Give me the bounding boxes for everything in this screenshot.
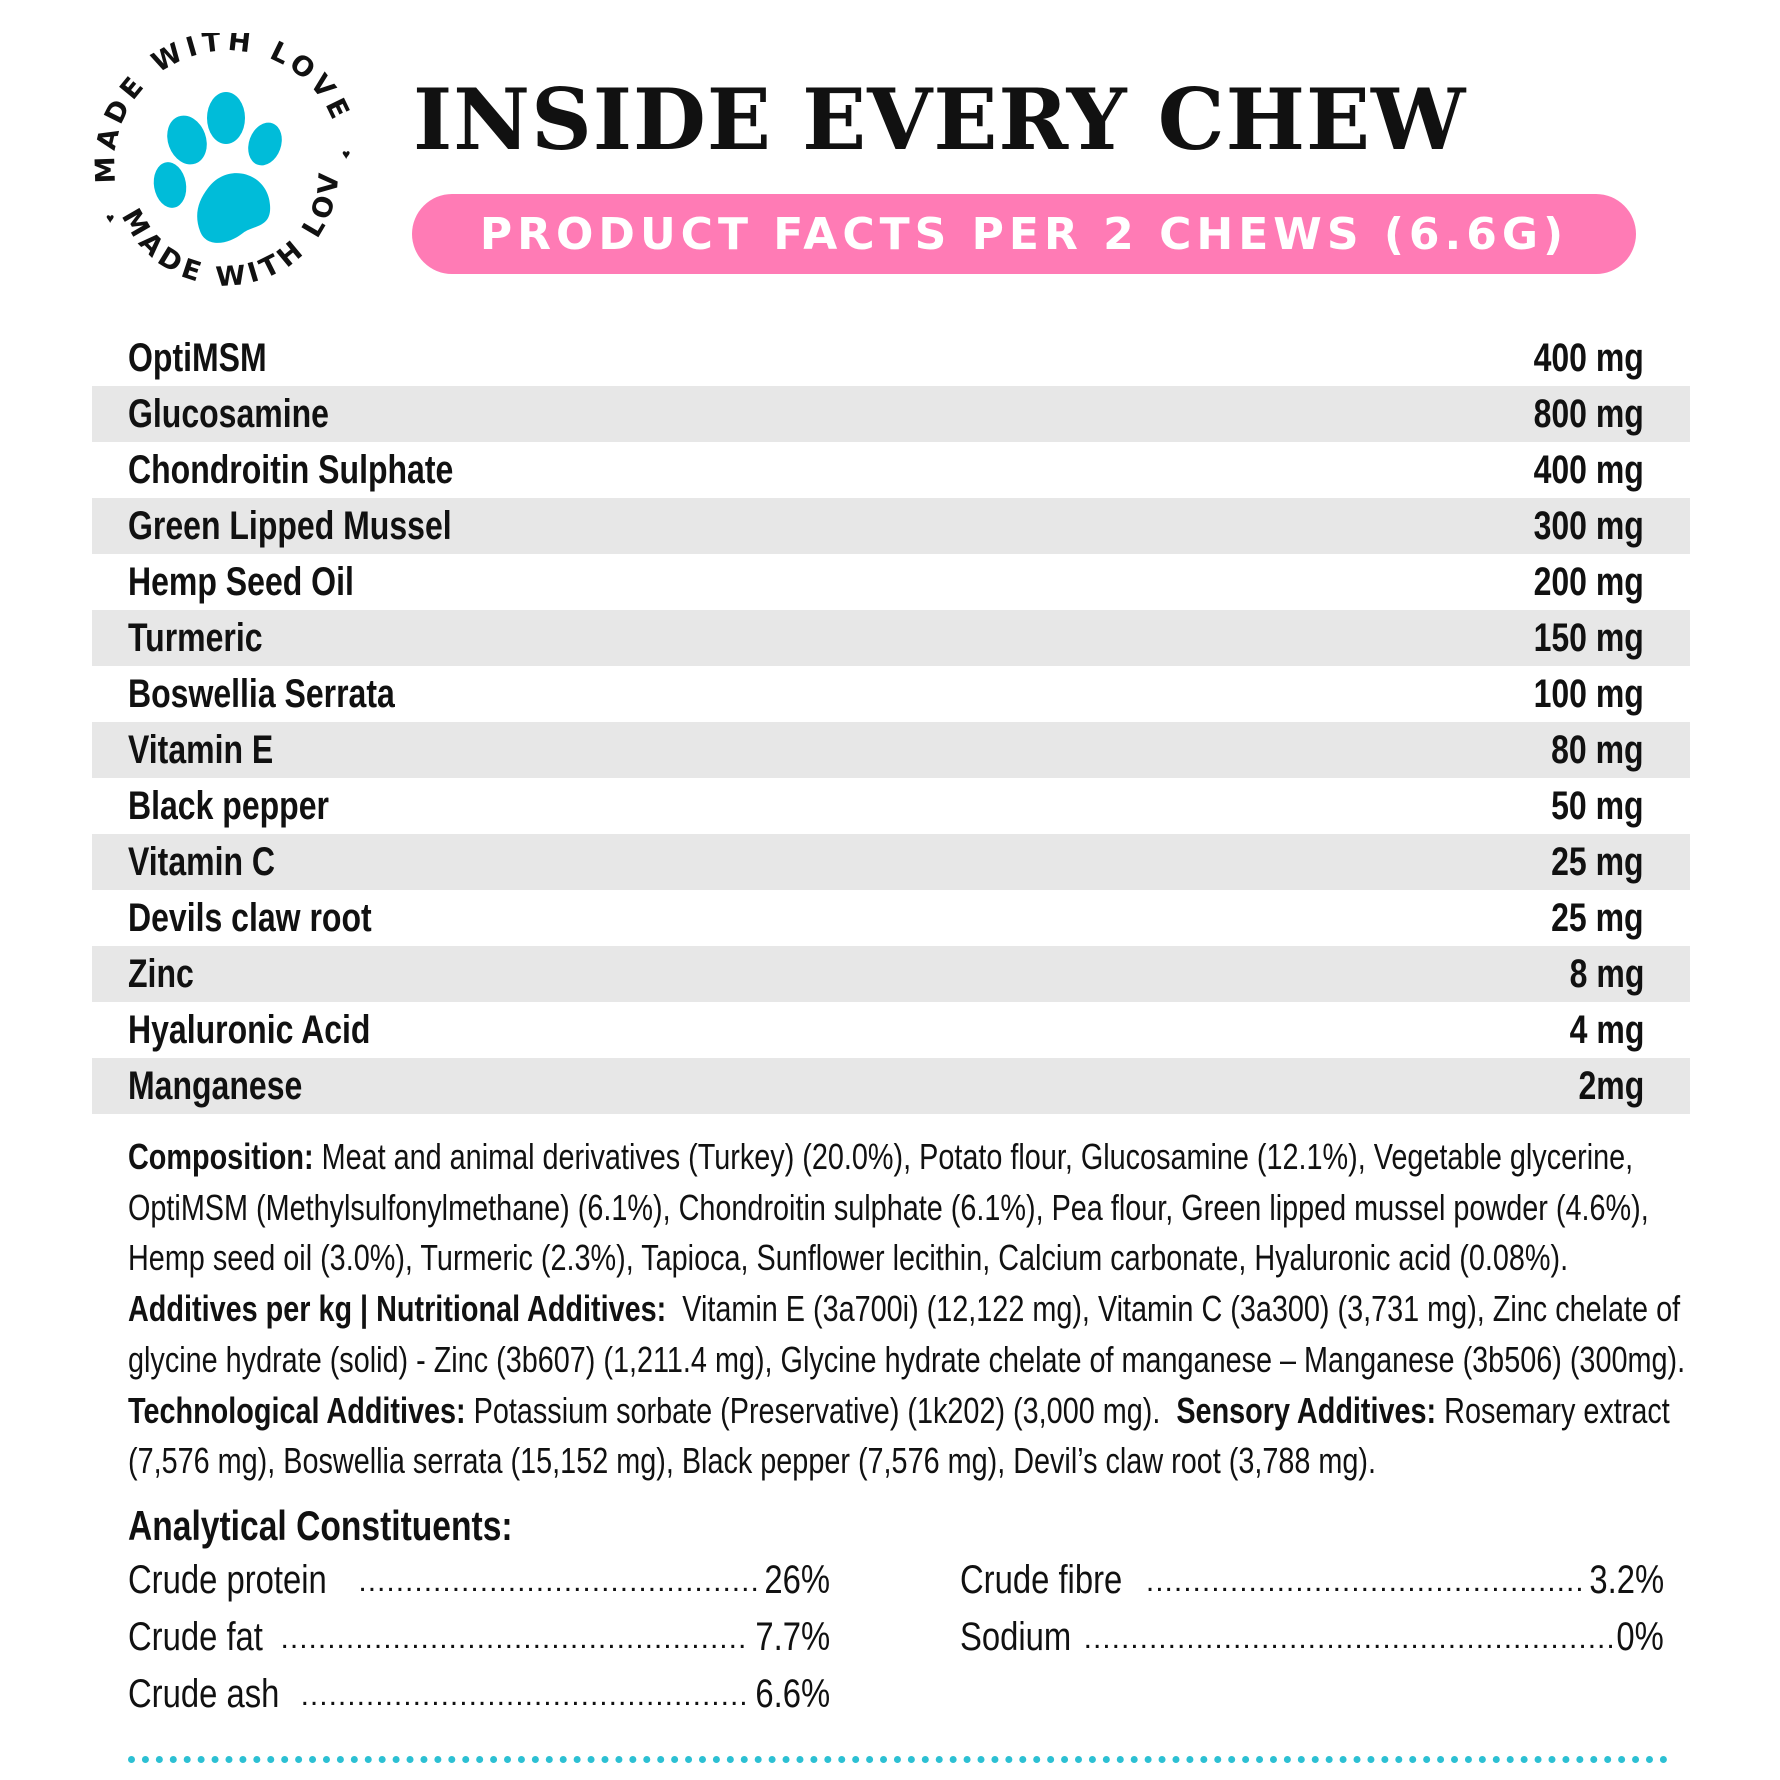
ingredient-amount: 100 mg xyxy=(1533,671,1644,716)
table-row: Vitamin C 25 mg xyxy=(92,834,1690,890)
constituent-value: 7.7% xyxy=(755,1615,830,1659)
ingredient-amount: 200 mg xyxy=(1533,559,1644,604)
analytical-right-column: Crude fibre 3.2% Sodium 0% xyxy=(960,1552,1664,1666)
heart-icon: ♥ ♥ xyxy=(106,146,350,226)
page-title: INSIDE EVERY CHEW xyxy=(413,70,1467,169)
analytical-row: Sodium 0% xyxy=(960,1609,1664,1666)
analytical-constituents-heading: Analytical Constituents: xyxy=(128,1502,513,1549)
ingredient-amount: 50 mg xyxy=(1551,783,1644,828)
analytical-row: Crude protein 26% xyxy=(128,1552,830,1609)
ingredient-amount: 2mg xyxy=(1578,1063,1644,1108)
table-row: Vitamin E 80 mg xyxy=(92,722,1690,778)
ingredient-name: Glucosamine xyxy=(128,391,329,436)
table-row: Glucosamine 800 mg xyxy=(92,386,1690,442)
serving-banner-text: PRODUCT FACTS PER 2 CHEWS (6.6G) xyxy=(479,208,1569,260)
ingredient-amount: 150 mg xyxy=(1533,615,1644,660)
composition-text: Meat and animal derivatives (Turkey) (20… xyxy=(128,1136,1649,1279)
ingredient-name: Vitamin C xyxy=(128,839,275,884)
nutritional-additives-text: Vitamin E (3a700i) (12,122 mg), Vitamin … xyxy=(128,1288,1694,1380)
dot-leader xyxy=(1146,1565,1583,1609)
constituent-label: Sodium xyxy=(960,1615,1072,1659)
table-row: Turmeric 150 mg xyxy=(92,610,1690,666)
dot-leader xyxy=(301,1679,749,1723)
ingredient-amount: 80 mg xyxy=(1551,727,1644,772)
ingredient-name: Turmeric xyxy=(128,615,263,660)
nutritional-additives-label: Additives per kg | Nutritional Additives… xyxy=(128,1288,667,1330)
ingredient-amount: 400 mg xyxy=(1533,335,1644,380)
constituent-label: Crude fat xyxy=(128,1615,263,1659)
ingredient-name: Green Lipped Mussel xyxy=(128,503,452,548)
table-row: Boswellia Serrata 100 mg xyxy=(92,666,1690,722)
sensory-additives-text: Rosemary extract (7,576 mg), Boswellia s… xyxy=(128,1389,1670,1482)
constituent-value: 26% xyxy=(764,1558,830,1602)
table-row: Green Lipped Mussel 300 mg xyxy=(92,498,1690,554)
ingredient-name: OptiMSM xyxy=(128,335,267,380)
ingredient-name: Hemp Seed Oil xyxy=(128,559,354,604)
table-row: Zinc 8 mg xyxy=(92,946,1690,1002)
sensory-additives-label: Sensory Additives: xyxy=(1176,1389,1437,1431)
additives-paragraph: Additives per kg | Nutritional Additives… xyxy=(128,1284,1696,1487)
ingredient-name: Chondroitin Sulphate xyxy=(128,447,454,492)
technological-additives-text: Potassium sorbate (Preservative) (1k202)… xyxy=(465,1389,1177,1431)
svg-text:♥: ♥ xyxy=(106,210,114,226)
ingredient-name: Hyaluronic Acid xyxy=(128,1007,371,1052)
table-row: Devils claw root 25 mg xyxy=(92,890,1690,946)
serving-banner: PRODUCT FACTS PER 2 CHEWS (6.6G) xyxy=(412,194,1636,274)
ingredient-amount: 25 mg xyxy=(1551,895,1644,940)
constituent-label: Crude ash xyxy=(128,1672,280,1716)
product-facts-table: OptiMSM 400 mg Glucosamine 800 mg Chondroi… xyxy=(92,330,1690,1114)
table-row: Chondroitin Sulphate 400 mg xyxy=(92,442,1690,498)
analytical-left-column: Crude protein 26% Crude fat 7.7% Crude ash… xyxy=(128,1552,830,1723)
ingredient-amount: 300 mg xyxy=(1533,503,1644,548)
ingredient-name: Devils claw root xyxy=(128,895,372,940)
paw-icon xyxy=(153,92,282,243)
dot-leader xyxy=(1084,1622,1617,1666)
ingredient-name: Manganese xyxy=(128,1063,303,1108)
ingredient-amount: 8 mg xyxy=(1569,951,1644,996)
composition-label: Composition: xyxy=(128,1136,314,1177)
analytical-row: Crude ash 6.6% xyxy=(128,1666,830,1723)
ingredient-name: Boswellia Serrata xyxy=(128,671,395,716)
constituent-label: Crude fibre xyxy=(960,1558,1123,1602)
ingredient-amount: 25 mg xyxy=(1551,839,1644,884)
table-row: OptiMSM 400 mg xyxy=(92,330,1690,386)
made-with-love-badge: MADE WITH LOVE MADE WITH LOVE ♥ ♥ xyxy=(88,33,352,293)
ingredient-name: Vitamin E xyxy=(128,727,274,772)
constituent-label: Crude protein xyxy=(128,1558,327,1602)
svg-text:♥: ♥ xyxy=(342,146,350,162)
ingredient-name: Zinc xyxy=(128,951,194,996)
dot-leader xyxy=(281,1622,749,1666)
ingredient-amount: 4 mg xyxy=(1569,1007,1644,1052)
ingredient-name: Black pepper xyxy=(128,783,329,828)
dot-leader xyxy=(358,1565,760,1609)
ingredient-amount: 400 mg xyxy=(1533,447,1644,492)
technological-additives-label: Technological Additives: xyxy=(128,1389,466,1431)
analytical-row: Crude fibre 3.2% xyxy=(960,1552,1664,1609)
ingredients-text: Composition: Meat and animal derivatives… xyxy=(128,1132,1696,1487)
constituent-value: 3.2% xyxy=(1589,1558,1664,1602)
table-row: Black pepper 50 mg xyxy=(92,778,1690,834)
ingredient-amount: 800 mg xyxy=(1533,391,1644,436)
constituent-value: 6.6% xyxy=(755,1672,830,1716)
composition-paragraph: Composition: Meat and animal derivatives… xyxy=(128,1132,1696,1284)
table-row: Hyaluronic Acid 4 mg xyxy=(92,1002,1690,1058)
table-row: Hemp Seed Oil 200 mg xyxy=(92,554,1690,610)
table-row: Manganese 2mg xyxy=(92,1058,1690,1114)
constituent-value: 0% xyxy=(1616,1615,1664,1659)
dotted-divider xyxy=(128,1756,1668,1763)
analytical-row: Crude fat 7.7% xyxy=(128,1609,830,1666)
